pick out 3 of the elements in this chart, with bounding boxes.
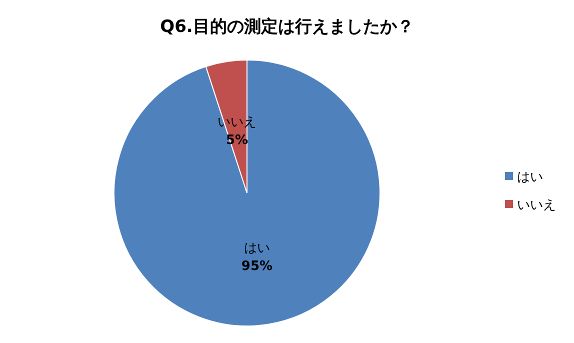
legend-label: いいえ bbox=[517, 198, 556, 213]
title: Q6.目的の測定は行えましたか？ bbox=[160, 17, 414, 37]
legend-label: はい bbox=[517, 170, 543, 185]
